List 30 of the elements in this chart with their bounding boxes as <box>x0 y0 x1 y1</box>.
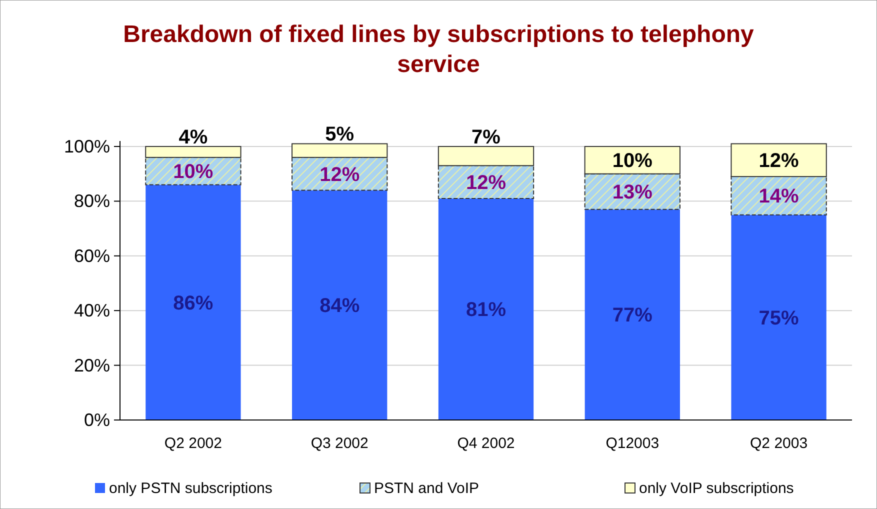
data-label: 12% <box>758 150 800 172</box>
x-tick-label: Q2 2003 <box>750 435 808 452</box>
data-label: 4% <box>178 126 208 148</box>
data-label: 84% <box>320 295 360 318</box>
chart-title: Breakdown of fixed lines by subscriptions to telephony service <box>123 21 755 78</box>
data-label: 75% <box>758 307 800 330</box>
legend-label: only PSTN subscriptions <box>109 480 272 497</box>
legend-label: only VoIP subscriptions <box>639 480 794 497</box>
data-label: 12% <box>320 164 360 186</box>
data-label: 77% <box>612 304 653 327</box>
data-label: 81% <box>466 299 506 322</box>
y-tick-label: 0% <box>84 410 110 430</box>
data-label: 13% <box>612 182 653 204</box>
y-tick-label: 100% <box>64 136 110 156</box>
y-tick-label: 20% <box>74 355 110 376</box>
data-label: 86% <box>173 292 214 314</box>
data-label: 10% <box>173 161 214 184</box>
legend-label: PSTN and VoIP <box>374 480 480 497</box>
x-tick-label: Q12003 <box>606 435 660 452</box>
data-label: 10% <box>612 150 653 172</box>
data-label: 7% <box>472 126 501 148</box>
y-tick-label: 60% <box>74 246 110 266</box>
data-label: 12% <box>466 172 506 194</box>
x-tick-label: Q2 2002 <box>164 435 222 452</box>
y-tick-label: 80% <box>74 191 110 212</box>
x-tick-label: Q4 2002 <box>457 435 515 452</box>
data-label: 14% <box>758 186 800 208</box>
y-tick-label: 40% <box>74 300 110 321</box>
data-label: 5% <box>325 124 354 146</box>
x-tick-label: Q3 2002 <box>310 435 368 452</box>
